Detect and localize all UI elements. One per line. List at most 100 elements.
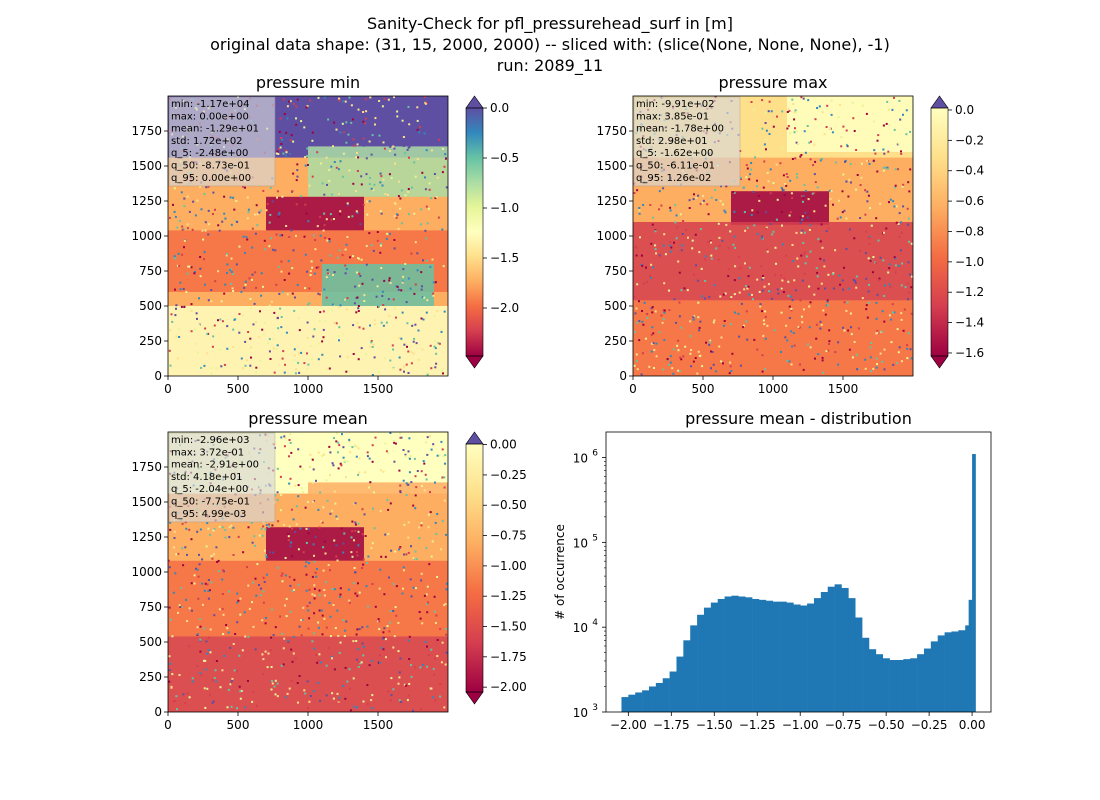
map-speckle (203, 627, 206, 630)
map-speckle (314, 239, 317, 241)
map-speckle (230, 270, 233, 273)
histogram-bar (758, 599, 767, 712)
map-speckle (804, 251, 807, 254)
map-speckle (218, 348, 221, 351)
map-speckle (635, 246, 638, 249)
stats-line: min: -2.96e+03 (171, 435, 250, 446)
map-speckle (762, 275, 764, 277)
map-speckle (902, 329, 905, 332)
map-speckle (698, 251, 701, 254)
map-speckle (367, 555, 370, 558)
map-speckle (304, 156, 307, 159)
map-speckle (837, 116, 840, 119)
stats-box (168, 96, 276, 187)
map-speckle (813, 143, 816, 146)
map-speckle (441, 448, 444, 451)
map-speckle (443, 604, 446, 607)
map-speckle (407, 146, 410, 149)
map-speckle (317, 508, 320, 511)
map-speckle (323, 617, 326, 620)
map-speckle (412, 352, 415, 355)
map-speckle (195, 312, 198, 315)
map-speckle (322, 336, 325, 339)
map-speckle (290, 451, 293, 454)
map-speckle (669, 361, 672, 364)
y-tick-label: 10 (573, 621, 588, 635)
map-speckle (306, 352, 308, 355)
map-speckle (402, 566, 405, 569)
map-speckle (382, 304, 385, 306)
x-tick-label: 500 (227, 382, 250, 396)
map-speckle (373, 183, 376, 186)
map-speckle (379, 568, 382, 571)
map-speckle (861, 104, 864, 107)
map-speckle (445, 533, 447, 536)
map-speckle (377, 134, 380, 137)
map-speckle (181, 253, 184, 256)
map-speckle (371, 278, 374, 281)
map-speckle (379, 509, 382, 512)
map-speckle (878, 277, 881, 280)
map-speckle (253, 535, 256, 538)
map-speckle (865, 112, 868, 115)
map-speckle (684, 345, 687, 348)
map-speckle (393, 202, 396, 205)
map-speckle (282, 98, 285, 101)
map-speckle (388, 277, 391, 280)
map-speckle (353, 567, 356, 569)
map-speckle (825, 230, 828, 232)
map-speckle (808, 326, 811, 329)
map-speckle (392, 348, 395, 351)
map-speckle (827, 349, 830, 352)
map-speckle (799, 155, 802, 158)
map-speckle (318, 609, 321, 612)
map-speckle (330, 655, 333, 658)
map-speckle (717, 258, 720, 261)
map-speckle (796, 257, 799, 260)
map-speckle (387, 298, 390, 301)
map-speckle (274, 249, 277, 252)
map-speckle (273, 311, 276, 314)
stats-line: std: 1.72e+02 (171, 136, 243, 147)
map-speckle (338, 99, 341, 102)
map-speckle (345, 268, 348, 270)
map-speckle (281, 632, 284, 635)
map-speckle (407, 188, 410, 190)
map-speckle (895, 221, 898, 224)
map-speckle (201, 229, 204, 232)
map-speckle (850, 181, 852, 184)
map-speckle (440, 661, 443, 664)
map-speckle (168, 606, 171, 609)
map-speckle (362, 137, 365, 140)
map-speckle (332, 464, 335, 467)
map-speckle (834, 249, 837, 252)
x-tick-label: 1500 (828, 382, 859, 396)
map-speckle (722, 203, 724, 206)
map-speckle (266, 203, 269, 206)
map-speckle (734, 311, 736, 314)
map-speckle (762, 118, 764, 121)
map-speckle (864, 213, 867, 216)
map-speckle (303, 689, 306, 692)
map-speckle (651, 306, 654, 309)
map-speckle (870, 370, 873, 373)
colorbar-tick-label: −1.2 (955, 285, 984, 299)
x-tick-label: 0 (164, 382, 172, 396)
map-speckle (745, 176, 748, 179)
map-speckle (288, 272, 291, 275)
colorbar-extend-top (465, 95, 484, 109)
map-speckle (355, 640, 358, 642)
map-speckle (713, 284, 716, 287)
map-speckle (826, 104, 829, 107)
map-speckle (355, 210, 358, 213)
map-speckle (380, 267, 383, 269)
map-speckle (275, 233, 278, 236)
map-speckle (295, 234, 297, 237)
map-speckle (279, 234, 282, 237)
map-speckle (240, 357, 243, 360)
map-speckle (346, 236, 349, 238)
map-speckle (287, 260, 290, 263)
map-speckle (335, 555, 338, 558)
map-speckle (289, 584, 292, 587)
map-speckle (318, 653, 321, 656)
